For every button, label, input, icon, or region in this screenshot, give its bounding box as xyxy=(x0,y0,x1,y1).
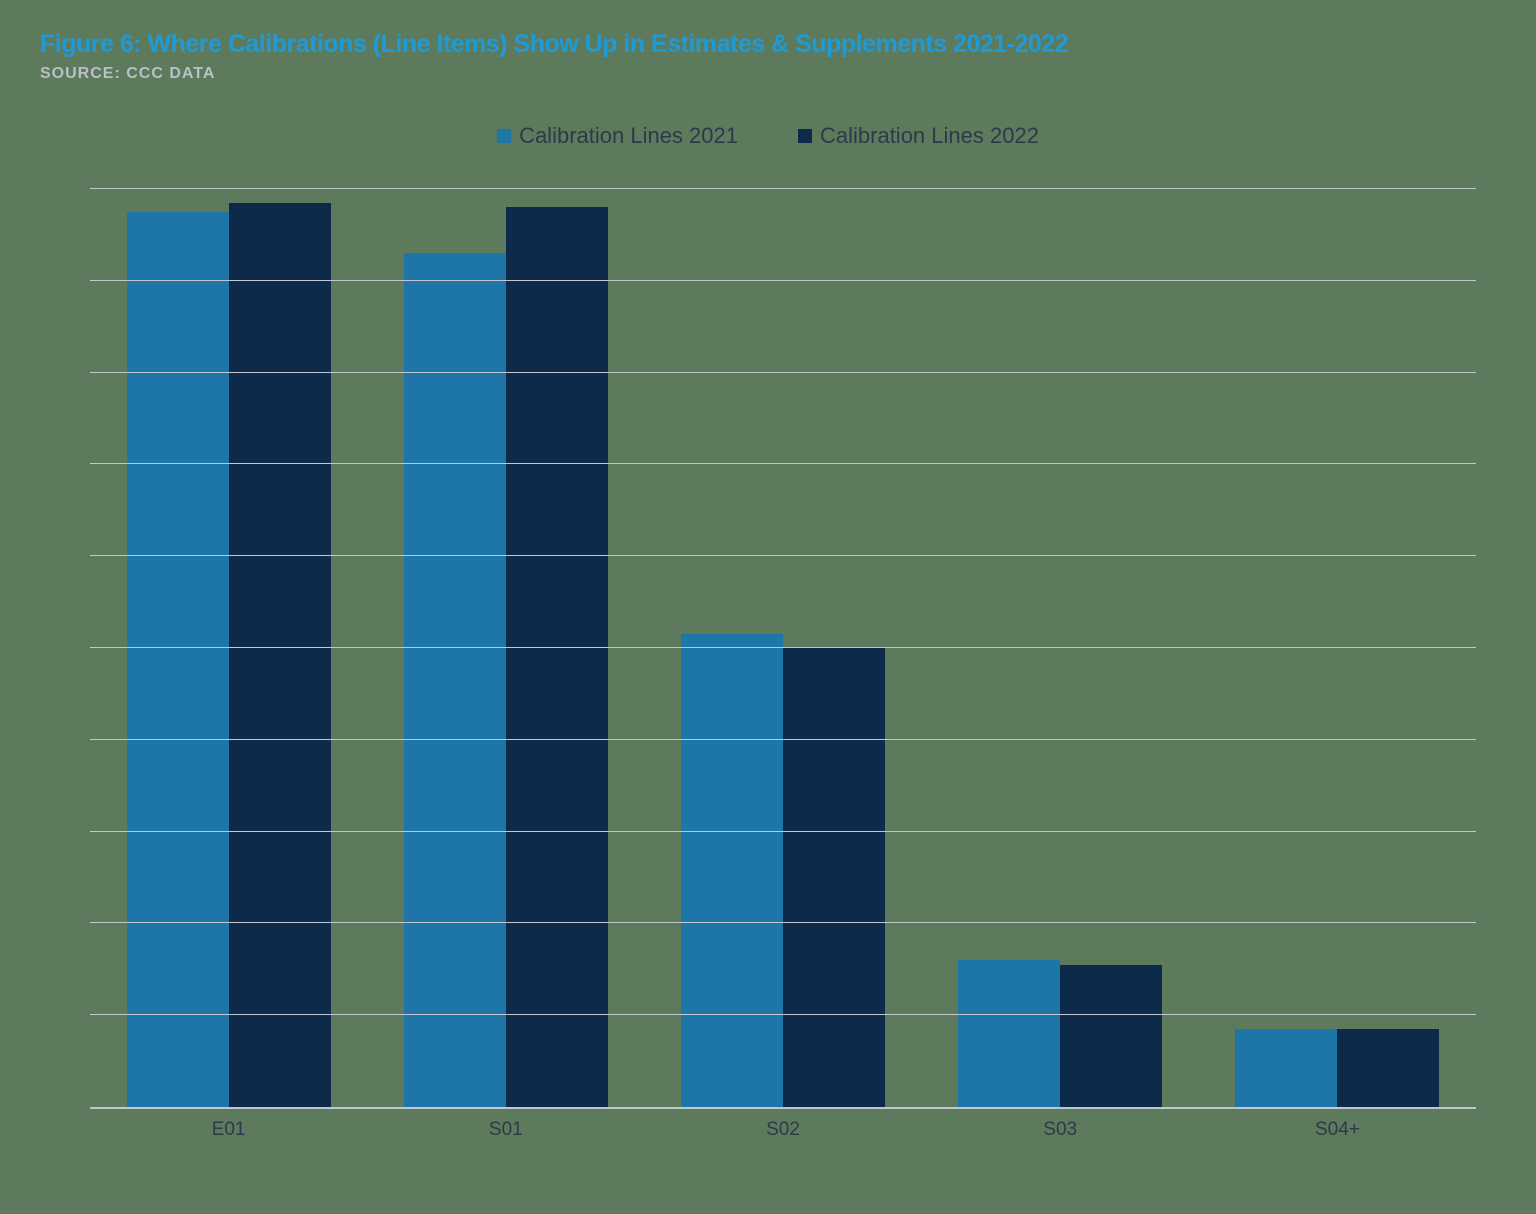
legend-label-2021: Calibration Lines 2021 xyxy=(519,123,738,149)
bar-2022 xyxy=(1060,965,1162,1107)
bar-2021 xyxy=(404,253,506,1107)
gridline xyxy=(90,188,1476,189)
legend-swatch-2021 xyxy=(497,129,511,143)
bar-2021 xyxy=(958,960,1060,1107)
legend-item-2021: Calibration Lines 2021 xyxy=(497,123,738,149)
gridline xyxy=(90,922,1476,923)
bar-2022 xyxy=(1337,1029,1439,1107)
bar-groups xyxy=(90,189,1476,1107)
gridline xyxy=(90,280,1476,281)
x-axis-label: E01 xyxy=(90,1119,367,1141)
bar-2021 xyxy=(1235,1029,1337,1107)
bar-group xyxy=(367,189,644,1107)
x-axis-label: S03 xyxy=(922,1119,1199,1141)
legend-item-2022: Calibration Lines 2022 xyxy=(798,123,1039,149)
bar-2021 xyxy=(681,634,783,1107)
legend: Calibration Lines 2021 Calibration Lines… xyxy=(40,123,1496,149)
bar-group xyxy=(1199,189,1476,1107)
gridline xyxy=(90,555,1476,556)
x-axis-label: S04+ xyxy=(1199,1119,1476,1141)
bar-group xyxy=(90,189,367,1107)
bar-2022 xyxy=(783,648,885,1107)
gridline xyxy=(90,372,1476,373)
bar-group xyxy=(644,189,921,1107)
legend-swatch-2022 xyxy=(798,129,812,143)
bar-2021 xyxy=(127,212,229,1107)
plot-area xyxy=(90,189,1476,1109)
gridline xyxy=(90,831,1476,832)
gridline xyxy=(90,739,1476,740)
x-axis: E01S01S02S03S04+ xyxy=(90,1119,1476,1141)
x-axis-label: S02 xyxy=(644,1119,921,1141)
bar-2022 xyxy=(229,203,331,1107)
gridline xyxy=(90,647,1476,648)
chart-source: SOURCE: CCC DATA xyxy=(40,65,1496,83)
bar-2022 xyxy=(506,207,608,1107)
chart-area: E01S01S02S03S04+ xyxy=(90,189,1476,1141)
gridline xyxy=(90,1014,1476,1015)
chart-title: Figure 6: Where Calibrations (Line Items… xyxy=(40,30,1496,59)
gridline xyxy=(90,463,1476,464)
x-axis-label: S01 xyxy=(367,1119,644,1141)
bar-group xyxy=(922,189,1199,1107)
legend-label-2022: Calibration Lines 2022 xyxy=(820,123,1039,149)
